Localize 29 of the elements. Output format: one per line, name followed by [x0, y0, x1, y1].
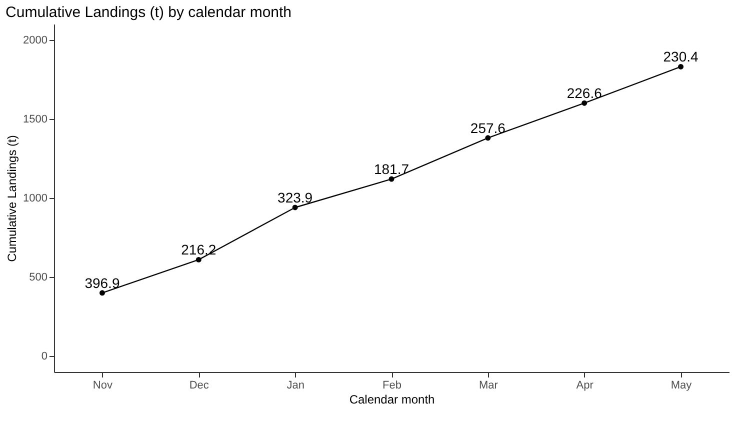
x-tick-label: Apr [576, 380, 594, 392]
point [388, 176, 394, 182]
annotation: 226.6 [566, 85, 602, 102]
x-tick-label: Dec [189, 380, 210, 392]
y-tick-label: 1500 [23, 113, 48, 126]
chart-title: Cumulative Landings (t) by calendar month [6, 4, 292, 21]
x-tick-label: Nov [92, 380, 113, 392]
y-tick-label: 0 [41, 350, 48, 363]
point [582, 100, 588, 106]
point [485, 135, 491, 141]
y-tick-label: 500 [29, 272, 48, 284]
annotation: 396.9 [84, 274, 120, 291]
point [99, 290, 105, 296]
x-tick-label: Mar [478, 380, 498, 392]
point [678, 64, 684, 70]
annotation: 181.7 [374, 161, 410, 178]
annotation: 323.9 [278, 189, 313, 206]
annotation: 257.6 [470, 120, 506, 136]
point [292, 204, 298, 210]
point [196, 256, 202, 262]
x-tick-label: Jan [286, 380, 304, 392]
annotation: 230.4 [663, 48, 699, 65]
x-tick-label: Feb [382, 380, 402, 392]
y-axis-title: Cumulative Landings (t) [5, 135, 20, 262]
x-tick-label: May [670, 380, 692, 392]
y-tick-label: 2000 [23, 34, 48, 46]
y-tick-label: 1000 [23, 192, 48, 204]
annotation: 216.2 [181, 242, 216, 258]
x-axis-title: Calendar month [349, 392, 435, 406]
